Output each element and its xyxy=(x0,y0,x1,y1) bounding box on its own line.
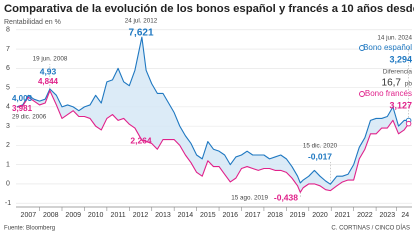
value-label: -0,438 xyxy=(274,192,298,202)
x-tick-label: 2020 xyxy=(312,212,328,219)
value-label: 4,003 xyxy=(12,94,33,103)
x-tick-label: 2023 xyxy=(380,212,396,219)
x-tick-label: 2019 xyxy=(290,212,306,219)
annotation: 15 dic. 2020 xyxy=(303,143,338,150)
chart-subtitle: Rentabilidad en % xyxy=(4,19,61,26)
annotation: 14 jun. 2024 xyxy=(377,35,412,42)
value-label: 7,621 xyxy=(128,28,153,39)
difference-unit: pb xyxy=(405,81,413,88)
line-series xyxy=(16,90,410,193)
source: Fuente: Bloomberg xyxy=(4,226,55,232)
difference-value: 16,7 xyxy=(382,78,402,89)
x-tick-label: 2016 xyxy=(222,212,238,219)
line-series xyxy=(16,36,409,185)
annotation: 19 jun. 2008 xyxy=(33,56,68,63)
spread-area xyxy=(16,37,409,193)
x-tick-label: 2010 xyxy=(88,212,104,219)
x-tick-label: 2011 xyxy=(111,212,126,219)
x-tick-label: 2009 xyxy=(65,212,81,219)
y-tick-label: 0 xyxy=(6,181,10,188)
legend-label: Bono español xyxy=(363,43,412,52)
value-label: 3,981 xyxy=(12,104,33,113)
x-tick-label: 2022 xyxy=(357,212,373,219)
x-tick-label: 2018 xyxy=(267,212,283,219)
y-tick-label: 3 xyxy=(6,123,10,130)
x-tick-label: 24 xyxy=(401,212,409,219)
annotation: 15 ago. 2019 xyxy=(231,195,268,202)
difference-label: Diferencia xyxy=(383,69,413,76)
value-label: 2,264 xyxy=(130,135,152,145)
value-label: -0,017 xyxy=(308,151,332,161)
annotation: 29 dic. 2006 xyxy=(12,114,47,121)
y-tick-label: 6 xyxy=(6,65,10,72)
x-tick-label: 2014 xyxy=(178,212,194,219)
value-label: 4,93 xyxy=(40,66,57,76)
x-tick-label: 2007 xyxy=(21,212,37,219)
chart-title: Comparativa de la evolución de los bonos… xyxy=(4,3,414,15)
y-tick-label: 1 xyxy=(6,161,10,168)
x-tick-label: 2017 xyxy=(245,212,261,219)
y-tick-label: 5 xyxy=(6,84,10,91)
credit: C. CORTINAS / CINCO DÍAS xyxy=(331,225,410,232)
y-tick-label: 4 xyxy=(6,104,10,111)
x-tick-label: 2015 xyxy=(200,212,216,219)
value-label: 3,127 xyxy=(389,100,412,110)
chart: Comparativa de la evolución de los bonos… xyxy=(4,3,414,232)
x-tick-label: 2012 xyxy=(133,212,149,219)
x-tick-label: 2021 xyxy=(335,212,351,219)
annotation: 24 jul. 2012 xyxy=(125,18,158,25)
end-marker xyxy=(405,120,412,127)
value-label: 4,844 xyxy=(38,77,59,86)
y-tick-label: 2 xyxy=(6,142,10,149)
x-tick-label: 2008 xyxy=(43,212,59,219)
y-tick-label: 7 xyxy=(6,46,10,53)
value-label: 3,294 xyxy=(389,54,412,64)
legend-marker xyxy=(359,45,365,51)
x-tick-label: 2013 xyxy=(155,212,171,219)
y-tick-label: 8 xyxy=(6,27,10,34)
legend-label: Bono francés xyxy=(365,89,412,98)
legend-marker xyxy=(359,91,365,97)
y-tick-label: -1 xyxy=(5,200,11,207)
